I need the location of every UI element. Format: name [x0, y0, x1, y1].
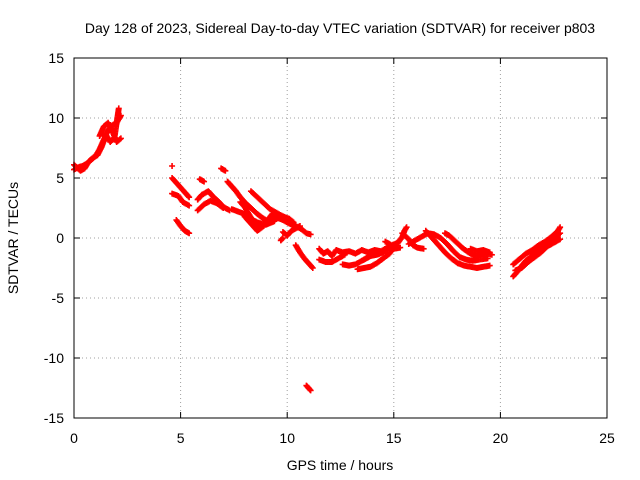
- y-axis-label: SDTVAR / TECUs: [5, 182, 21, 294]
- data-point: [186, 194, 193, 201]
- x-tick-label: 20: [493, 430, 509, 446]
- data-point: [557, 236, 564, 243]
- y-tick-label: -10: [44, 350, 64, 366]
- chart-title: Day 128 of 2023, Sidereal Day-to-day VTE…: [85, 20, 595, 36]
- data-point: [201, 178, 208, 185]
- data-point: [115, 105, 122, 112]
- data-point: [403, 224, 410, 231]
- x-tick-label: 0: [70, 430, 78, 446]
- data-point: [279, 235, 286, 241]
- data-point: [185, 193, 192, 200]
- x-tick-label: 25: [599, 430, 615, 446]
- data-point: [222, 167, 229, 174]
- data-point: [220, 205, 227, 211]
- data-point: [186, 230, 193, 237]
- y-tick-label: 5: [56, 170, 64, 186]
- y-tick-label: 15: [48, 50, 64, 66]
- x-tick-label: 5: [177, 430, 185, 446]
- grid: [74, 58, 607, 418]
- x-axis-label: GPS time / hours: [287, 457, 394, 473]
- data-point: [486, 262, 493, 269]
- data-point: [307, 231, 314, 238]
- data-point: [289, 218, 296, 225]
- data-point: [341, 251, 348, 258]
- data-point: [420, 245, 427, 252]
- x-tick-label: 10: [279, 430, 295, 446]
- data-point: [186, 202, 193, 209]
- data-points: [71, 105, 564, 394]
- x-tick-label: 15: [386, 430, 402, 446]
- data-point: [116, 136, 123, 143]
- y-axis: -15 -10 -5 0 5 10 15: [44, 50, 607, 426]
- y-tick-label: -15: [44, 410, 64, 426]
- data-point: [307, 387, 314, 394]
- data-point: [397, 244, 404, 251]
- y-tick-label: 0: [56, 230, 64, 246]
- data-point: [308, 264, 315, 271]
- x-axis: 0 5 10 15 20 25: [70, 58, 615, 446]
- data-point: [380, 249, 387, 256]
- data-point: [309, 265, 316, 271]
- plot-border: [73, 57, 608, 419]
- data-point: [260, 223, 267, 229]
- data-point: [557, 224, 564, 231]
- y-tick-label: -5: [52, 290, 65, 306]
- data-point: [486, 249, 493, 256]
- data-point: [306, 386, 313, 393]
- data-point: [290, 219, 297, 226]
- data-point: [117, 135, 124, 142]
- data-point: [296, 223, 303, 229]
- data-point: [169, 163, 176, 169]
- y-tick-label: 10: [48, 110, 64, 126]
